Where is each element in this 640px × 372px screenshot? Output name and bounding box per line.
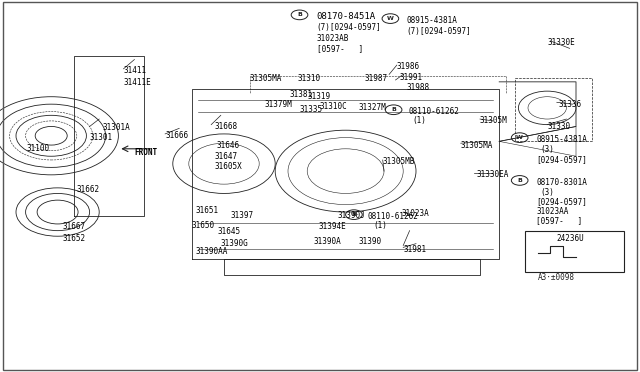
Text: 31335: 31335 (300, 105, 323, 114)
Text: [0597-   ]: [0597- ] (536, 216, 582, 225)
Text: 31662: 31662 (77, 185, 100, 194)
Text: 31023AB: 31023AB (317, 34, 349, 43)
Text: 31301: 31301 (90, 133, 113, 142)
Text: 31310: 31310 (298, 74, 321, 83)
Text: 31987: 31987 (365, 74, 388, 83)
Text: 31301A: 31301A (102, 123, 130, 132)
Text: 31390: 31390 (358, 237, 381, 246)
Text: 31650: 31650 (192, 221, 215, 230)
Text: 31305MB: 31305MB (383, 157, 415, 166)
Text: B: B (391, 107, 396, 112)
Text: 31390AA: 31390AA (195, 247, 228, 256)
Text: [0597-   ]: [0597- ] (317, 44, 363, 53)
Text: FRONT: FRONT (134, 148, 157, 157)
Text: 31390J: 31390J (338, 211, 365, 220)
Text: 31330EA: 31330EA (477, 170, 509, 179)
Text: (7)[0294-0597]: (7)[0294-0597] (317, 23, 381, 32)
Text: 31646: 31646 (216, 141, 239, 150)
Text: 31305MA: 31305MA (461, 141, 493, 150)
FancyBboxPatch shape (525, 231, 624, 272)
Text: 31988: 31988 (406, 83, 429, 92)
Text: 31310C: 31310C (320, 102, 348, 110)
Text: W: W (516, 135, 523, 140)
Text: (1): (1) (413, 116, 427, 125)
Text: [0294-0597]: [0294-0597] (536, 155, 587, 164)
Text: 31390A: 31390A (314, 237, 341, 246)
Text: B: B (297, 12, 302, 17)
Text: 31645: 31645 (218, 227, 241, 236)
Text: W: W (387, 16, 394, 21)
Text: (3): (3) (541, 188, 555, 197)
Text: 31100: 31100 (27, 144, 50, 153)
Text: (1): (1) (373, 221, 387, 230)
Text: 31651: 31651 (195, 206, 218, 215)
Text: 08110-61262: 08110-61262 (368, 212, 419, 221)
Text: B: B (351, 212, 356, 217)
Text: 31390G: 31390G (221, 239, 248, 248)
Text: 08110-61262: 08110-61262 (408, 107, 459, 116)
Text: 31330E: 31330E (547, 38, 575, 47)
Text: 31605X: 31605X (214, 162, 242, 171)
Text: (3): (3) (541, 145, 555, 154)
Text: 31305M: 31305M (480, 116, 508, 125)
Text: 31394E: 31394E (319, 222, 346, 231)
Text: 08170-8451A: 08170-8451A (317, 12, 376, 21)
Text: 31319: 31319 (307, 92, 330, 101)
Text: 31991: 31991 (400, 73, 423, 81)
Text: [0294-0597]: [0294-0597] (536, 198, 587, 206)
Text: 31652: 31652 (63, 234, 86, 243)
Text: 31647: 31647 (214, 152, 237, 161)
Text: 08915-4381A: 08915-4381A (406, 16, 457, 25)
Text: 24236U: 24236U (557, 234, 584, 243)
Text: 08170-8301A: 08170-8301A (536, 178, 587, 187)
Text: 31381: 31381 (290, 90, 313, 99)
Text: 31305MA: 31305MA (250, 74, 282, 83)
Text: 31327M: 31327M (358, 103, 386, 112)
Text: 31981: 31981 (403, 245, 426, 254)
Text: 31397: 31397 (230, 211, 253, 219)
Text: B: B (517, 178, 522, 183)
Text: 31336: 31336 (558, 100, 581, 109)
Text: 31668: 31668 (214, 122, 237, 131)
Text: 31666: 31666 (165, 131, 188, 140)
Text: A3·±0098: A3·±0098 (538, 273, 575, 282)
Text: 31023AA: 31023AA (536, 207, 569, 216)
Text: 31986: 31986 (397, 62, 420, 71)
Text: 31023A: 31023A (402, 209, 429, 218)
Text: (7)[0294-0597]: (7)[0294-0597] (406, 27, 471, 36)
Text: 08915-4381A: 08915-4381A (536, 135, 587, 144)
Text: 31411E: 31411E (124, 78, 151, 87)
Text: 31667: 31667 (63, 222, 86, 231)
Text: 31411: 31411 (124, 66, 147, 75)
Text: 31379M: 31379M (264, 100, 292, 109)
Text: 31330: 31330 (547, 122, 570, 131)
